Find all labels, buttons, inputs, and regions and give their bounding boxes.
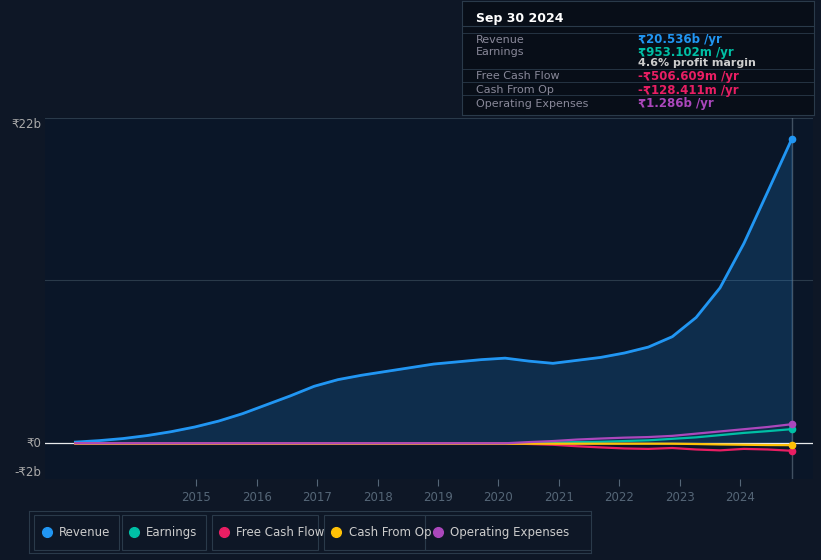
Text: Revenue: Revenue — [476, 35, 525, 45]
Text: -₹2b: -₹2b — [15, 466, 41, 479]
Text: Sep 30 2024: Sep 30 2024 — [476, 12, 564, 25]
Text: ₹953.102m /yr: ₹953.102m /yr — [638, 46, 734, 59]
Text: Earnings: Earnings — [146, 526, 198, 539]
Text: Operating Expenses: Operating Expenses — [476, 99, 589, 109]
Text: Earnings: Earnings — [476, 47, 525, 57]
Text: Operating Expenses: Operating Expenses — [450, 526, 569, 539]
Text: ₹1.286b /yr: ₹1.286b /yr — [638, 97, 713, 110]
Text: 4.6% profit margin: 4.6% profit margin — [638, 58, 756, 68]
Text: ₹22b: ₹22b — [11, 118, 41, 130]
Text: ₹20.536b /yr: ₹20.536b /yr — [638, 33, 722, 46]
Text: Cash From Op: Cash From Op — [476, 85, 554, 95]
Text: -₹506.609m /yr: -₹506.609m /yr — [638, 70, 739, 83]
Text: Free Cash Flow: Free Cash Flow — [236, 526, 324, 539]
Text: Free Cash Flow: Free Cash Flow — [476, 71, 560, 81]
Text: ₹0: ₹0 — [26, 437, 41, 450]
Text: -₹128.411m /yr: -₹128.411m /yr — [638, 83, 739, 97]
Text: Revenue: Revenue — [59, 526, 111, 539]
Text: Cash From Op: Cash From Op — [349, 526, 431, 539]
